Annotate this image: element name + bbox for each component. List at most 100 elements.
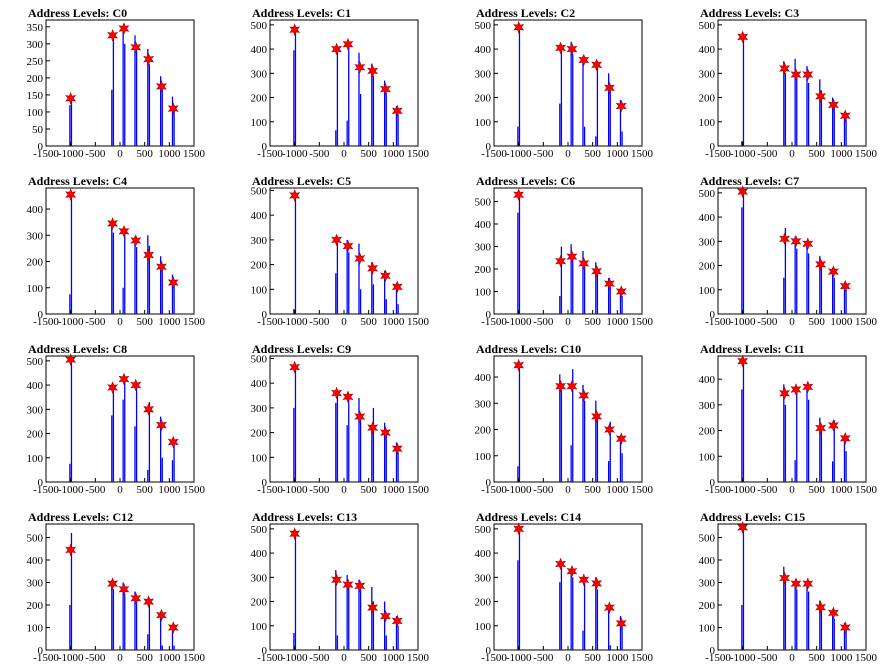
peak-marker	[578, 389, 590, 402]
peak-marker	[591, 577, 603, 590]
y-tick-label: 300	[699, 400, 716, 412]
y-tick-label: 100	[475, 117, 492, 129]
peak-marker	[354, 410, 366, 423]
chart-panel: Address Levels: C11 0 100 200 300 400 -1500-10…	[699, 342, 878, 496]
y-tick-label: 500	[699, 533, 716, 545]
y-tick-label: 0	[486, 477, 492, 489]
y-tick-label: 500	[251, 524, 268, 536]
peak-marker	[578, 573, 590, 587]
x-tick-label: 0	[565, 316, 571, 328]
x-tick-label: -1500	[33, 652, 59, 664]
y-tick-label: 200	[475, 425, 492, 437]
peak-marker	[354, 60, 366, 74]
peak-marker	[615, 99, 627, 113]
x-tick-label: 1500	[407, 652, 430, 664]
peak-marker	[615, 432, 627, 445]
y-tick-label: 0	[486, 645, 492, 657]
x-tick-label: 1000	[830, 652, 853, 664]
peak-marker	[167, 102, 179, 115]
chart-panel: Address Levels: C13 0 100 200 300 400 500 -1500…	[251, 510, 430, 664]
y-tick-label: 200	[251, 597, 268, 609]
x-tick-label: 500	[584, 484, 601, 496]
chart-title: Address Levels: C8	[28, 342, 127, 356]
y-tick-label: 300	[475, 398, 492, 410]
x-tick-label: 1000	[382, 484, 405, 496]
x-tick-label: -500	[757, 484, 778, 496]
y-tick-label: 100	[251, 284, 268, 296]
plot-frame	[717, 523, 867, 651]
peak-marker	[65, 353, 77, 366]
peak-marker	[802, 68, 814, 81]
x-tick-label: 1500	[183, 652, 206, 664]
peak-marker	[143, 595, 155, 608]
peak-marker	[555, 379, 567, 393]
peak-marker	[331, 233, 343, 247]
chart-panel: Address Levels: C50100200300400500-1500-…	[251, 174, 430, 328]
peak-marker	[143, 52, 155, 66]
y-tick-label: 300	[475, 68, 492, 80]
y-tick-label: 0	[486, 141, 492, 153]
x-tick-label: 0	[117, 652, 123, 664]
x-tick-label: -1000	[730, 652, 756, 664]
peak-marker	[391, 614, 403, 628]
peak-marker	[779, 386, 791, 400]
peak-marker	[379, 82, 391, 96]
chart-title: Address Levels: C3	[700, 6, 799, 20]
x-tick-label: -1500	[257, 148, 283, 160]
peak-marker	[342, 390, 354, 404]
peak-marker	[839, 431, 851, 445]
x-tick-label: 0	[117, 316, 123, 328]
x-tick-label: -500	[85, 652, 106, 664]
chart-title: Address Levels: C6	[476, 174, 575, 188]
peak-marker	[513, 358, 525, 372]
chart-panel: Address Levels: C60100200300400500-1500-…	[475, 174, 654, 328]
peak-marker	[827, 265, 839, 278]
x-tick-label: 0	[789, 148, 795, 160]
y-tick-label: 500	[699, 188, 716, 200]
chart-panel: Address Levels: C70100200300400500-1500-…	[699, 174, 878, 328]
y-tick-label: 500	[475, 20, 492, 32]
chart-panel: Address Levels: C0 0 50 100 150 200 250 300 350 -…	[27, 6, 206, 160]
x-tick-label: -1000	[730, 484, 756, 496]
plot-frame	[493, 355, 643, 483]
x-tick-label: 500	[360, 652, 377, 664]
y-tick-label: 200	[251, 260, 268, 272]
peak-marker	[391, 280, 403, 294]
y-tick-label: 50	[32, 124, 44, 136]
plot-frame	[269, 19, 419, 147]
chart-panel: Address Levels: C30100200300400500-1500-…	[699, 6, 878, 160]
chart-panel: Address Levels: C20100200300400500-1500-…	[475, 6, 654, 160]
peak-marker	[737, 354, 749, 368]
peak-marker	[615, 617, 627, 630]
y-tick-label: 0	[710, 477, 716, 489]
peak-marker	[603, 277, 615, 290]
x-tick-label: -1000	[58, 484, 84, 496]
peak-marker	[130, 591, 142, 605]
peak-marker	[155, 418, 167, 432]
y-tick-label: 400	[27, 204, 44, 216]
y-tick-label: 200	[475, 93, 492, 105]
chart-title: Address Levels: C2	[476, 6, 575, 20]
x-tick-label: 1500	[631, 652, 654, 664]
x-tick-label: -500	[85, 316, 106, 328]
y-tick-label: 0	[262, 645, 268, 657]
x-tick-label: -1000	[58, 148, 84, 160]
y-tick-label: 0	[710, 645, 716, 657]
x-tick-label: -1000	[282, 148, 308, 160]
y-tick-label: 300	[475, 242, 492, 254]
y-tick-label: 100	[699, 285, 716, 297]
chart-panel: Address Levels: C10100200300400500-1500-…	[251, 6, 430, 160]
chart-panel: Address Levels: C80100200300400500-1500-…	[27, 342, 206, 496]
x-tick-label: 1000	[158, 652, 181, 664]
x-tick-label: 500	[584, 148, 601, 160]
y-tick-label: 200	[27, 429, 44, 441]
y-tick-label: 500	[251, 185, 268, 197]
peak-marker	[331, 42, 343, 56]
x-tick-label: -1000	[506, 484, 532, 496]
y-tick-label: 400	[699, 44, 716, 56]
y-tick-label: 200	[27, 600, 44, 612]
x-tick-label: -500	[309, 148, 330, 160]
x-tick-label: 1000	[382, 652, 405, 664]
peak-marker	[815, 90, 827, 103]
peak-marker	[603, 81, 615, 95]
